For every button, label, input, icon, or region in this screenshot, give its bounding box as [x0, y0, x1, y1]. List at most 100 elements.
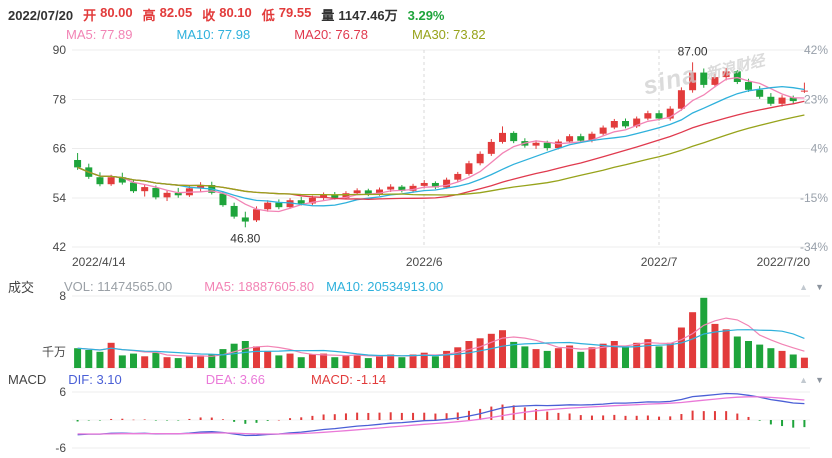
volume-bar: [532, 349, 540, 368]
macd-bar: [747, 416, 750, 420]
volume-bar: [297, 357, 305, 368]
x-axis-label: 2022/7/20: [757, 255, 811, 269]
volume-bar: [778, 350, 786, 368]
candle-body: [364, 190, 372, 195]
volume-bar: [96, 351, 104, 368]
volume-bar: [543, 350, 551, 368]
macd-bar: [311, 415, 314, 420]
close-label: 收: [202, 8, 216, 23]
macd-bar: [736, 413, 739, 420]
macd-collapse-down-icon[interactable]: ▼: [815, 374, 824, 385]
candle-body: [96, 177, 104, 185]
candle-body: [599, 127, 607, 134]
x-axis-label: 2022/6: [406, 255, 443, 269]
volume-collapse-up-icon[interactable]: ▲: [799, 281, 809, 292]
dea-line: [77, 396, 805, 435]
volume-bar: [130, 353, 137, 368]
volume-bar: [107, 342, 115, 368]
macd-bar: [188, 418, 191, 420]
close-value: 80.10: [219, 5, 252, 20]
volume-bar: [163, 357, 171, 368]
candle-body: [219, 193, 227, 206]
volume-bar: [141, 356, 149, 368]
volume-bar: [633, 342, 641, 368]
volume-ma10-line: [77, 329, 805, 357]
ma20-legend: MA20: 76.78: [294, 27, 368, 42]
price-tick-label: 66: [53, 142, 67, 156]
volume-bar: [487, 333, 495, 368]
volume-bar: [554, 348, 562, 368]
volume-bar: [431, 356, 439, 368]
ma30-legend: MA30: 73.82: [411, 27, 486, 42]
candle-body: [398, 186, 406, 191]
macd-bar: [98, 420, 101, 421]
pct-tick-label: 42%: [804, 43, 828, 57]
macd-panel-title: MACD: [8, 372, 47, 387]
candle-body: [633, 118, 641, 127]
candle-body: [756, 89, 764, 97]
dea-value: DEA: 3.66: [205, 372, 266, 387]
volume-bar: [85, 350, 93, 368]
volume-bar: [253, 346, 260, 368]
volume-bar: [219, 349, 227, 368]
volume-bar: [677, 327, 685, 368]
macd-bar: [624, 415, 627, 420]
macd-bar: [333, 414, 336, 420]
low-value: 79.55: [278, 5, 312, 20]
macd-collapse-up-icon[interactable]: ▲: [799, 374, 809, 385]
volume-bar: [275, 355, 283, 368]
candle-body: [554, 141, 562, 149]
candle-body: [163, 192, 171, 198]
volume-bar: [689, 312, 697, 368]
macd-bar: [713, 411, 716, 420]
candle-body: [342, 193, 350, 199]
volume-panel-header: 成交 VOL: 11474565.00 MA5: 18887605.80 MA1…: [8, 277, 824, 296]
macd-bar: [769, 420, 772, 425]
macd-histogram: [76, 404, 806, 428]
volume-bar: [655, 346, 663, 368]
candle-body: [666, 108, 674, 119]
price-annotation: 87.00: [678, 44, 708, 58]
macd-bar: [568, 413, 571, 420]
candle-body: [644, 113, 652, 119]
candle-body: [387, 186, 395, 190]
candle-body: [722, 71, 730, 78]
macd-bar: [702, 411, 705, 420]
candle-body: [655, 113, 663, 119]
volume-bars: [74, 297, 808, 368]
x-axis-label: 2022/7: [641, 255, 678, 269]
volume-label: 量: [321, 8, 335, 23]
vol-ma5-value: MA5: 18887605.80: [204, 279, 315, 294]
candle-body: [577, 136, 585, 141]
macd-panel-controls: ▲ ▼: [799, 375, 824, 385]
volume-bar: [577, 351, 585, 368]
macd-bar: [412, 412, 415, 420]
pct-tick-label: 4%: [811, 142, 829, 156]
macd-bar: [691, 410, 694, 420]
candle-body: [443, 179, 451, 188]
candle-body: [264, 202, 272, 210]
macd-bar: [546, 411, 549, 420]
candle-body: [174, 192, 182, 196]
candle-body: [454, 173, 462, 180]
macd-bar: [400, 412, 403, 420]
volume-bar: [510, 341, 518, 368]
volume-bar: [185, 356, 193, 368]
candles: [74, 62, 808, 228]
volume-bar: [789, 354, 797, 368]
candle-body: [409, 185, 417, 191]
macd-bar: [255, 420, 258, 423]
candle-body: [588, 133, 596, 141]
candle-body: [107, 177, 115, 185]
candle-body: [711, 77, 719, 85]
volume-bar: [364, 358, 372, 368]
macd-bar: [289, 418, 292, 420]
candle-body: [130, 182, 137, 192]
candle-body: [733, 71, 741, 83]
candle-body: [141, 187, 149, 192]
volume-collapse-down-icon[interactable]: ▼: [815, 281, 824, 292]
macd-bar: [635, 415, 638, 420]
candle-body: [778, 97, 786, 104]
volume-value: 1147.46万: [338, 8, 398, 23]
